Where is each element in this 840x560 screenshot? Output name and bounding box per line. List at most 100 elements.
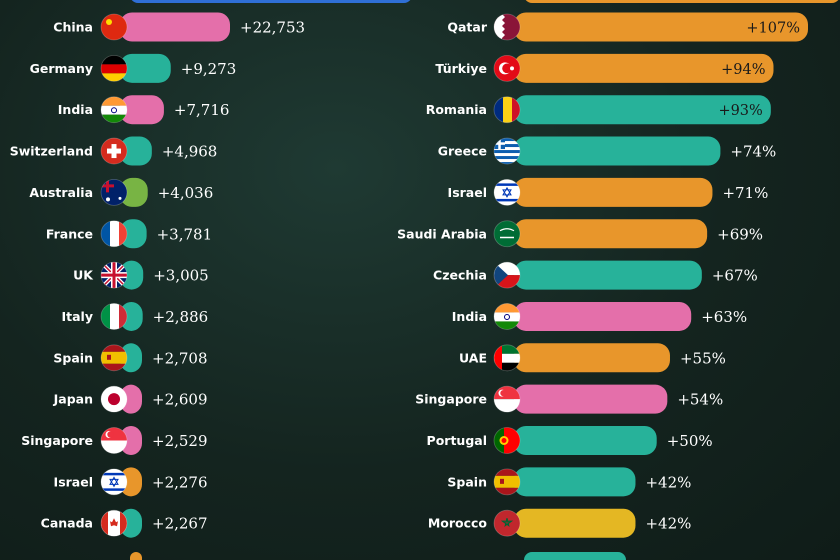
portugal-flag-icon — [494, 427, 520, 454]
value-label: +2,708 — [152, 349, 208, 367]
bar — [120, 301, 143, 331]
value-label: +93% — [718, 103, 762, 119]
bar — [120, 260, 144, 290]
flag-ring — [100, 468, 128, 496]
value-label: +107% — [746, 21, 800, 37]
canada-flag-icon — [101, 510, 127, 537]
bar — [120, 53, 171, 83]
category-label: Canada — [41, 516, 93, 531]
india-flag-icon — [101, 96, 127, 123]
bar — [120, 95, 164, 125]
flag-ring — [100, 54, 128, 82]
category-label: Singapore — [21, 433, 93, 448]
category-label: Japan — [53, 392, 93, 407]
category-label: UK — [73, 268, 94, 283]
value-label: +22,753 — [240, 19, 305, 37]
israel-flag-icon — [494, 179, 520, 206]
bar — [514, 219, 708, 249]
bar — [120, 467, 142, 497]
category-label: Spain — [447, 474, 487, 489]
bar — [514, 384, 668, 414]
category-label: Singapore — [415, 392, 487, 407]
cropped-bar-right-bottom — [524, 552, 626, 560]
flag-ring — [493, 220, 521, 248]
bar — [120, 136, 152, 166]
flag-ring — [493, 427, 521, 454]
israel-flag-icon — [101, 468, 127, 495]
bar — [514, 426, 657, 455]
qatar-flag-icon — [494, 14, 520, 40]
value-label: +2,267 — [152, 515, 208, 533]
flag-ring — [493, 303, 521, 330]
value-label: +2,276 — [152, 473, 208, 491]
value-label: +54% — [677, 391, 723, 409]
category-label: Saudi Arabia — [397, 226, 487, 241]
value-label: +3,005 — [153, 267, 209, 285]
cropped-bar-right — [525, 0, 839, 3]
category-label: Israel — [448, 185, 487, 200]
value-label: +42% — [645, 473, 691, 491]
flag-ring — [100, 261, 128, 289]
turkiye-flag-icon — [494, 55, 520, 82]
bar — [514, 95, 771, 125]
category-label: Türkiye — [435, 61, 487, 76]
singapore-flag-icon — [101, 427, 127, 454]
value-label: +3,781 — [157, 225, 213, 243]
cropped-bar-left-bottom — [130, 552, 142, 560]
flag-ring — [493, 468, 521, 496]
category-label: Portugal — [427, 433, 487, 448]
india-flag-icon — [494, 303, 520, 330]
japan-flag-icon — [101, 386, 127, 413]
bar — [514, 136, 721, 166]
category-label: India — [58, 102, 93, 117]
switzerland-flag-icon — [101, 138, 127, 165]
cropped-bar-left — [131, 0, 411, 3]
flag-ring — [493, 261, 521, 289]
bar — [514, 53, 774, 83]
flag-ring — [100, 509, 128, 537]
italy-flag-icon — [101, 303, 127, 330]
category-label: Germany — [30, 61, 93, 76]
category-label: Romania — [426, 102, 487, 117]
bar — [120, 343, 142, 373]
flag-ring — [100, 220, 128, 248]
category-label: China — [53, 20, 93, 35]
value-label: +74% — [730, 143, 776, 161]
bar — [514, 467, 636, 497]
spain-flag-icon — [494, 468, 520, 495]
category-label: Australia — [29, 185, 93, 200]
flag-ring — [493, 385, 521, 413]
bar — [120, 426, 142, 455]
bar — [514, 301, 692, 331]
category-label: France — [46, 226, 93, 241]
flag-ring — [493, 178, 521, 206]
category-label: UAE — [459, 350, 487, 365]
flag-ring — [100, 178, 128, 206]
value-label: +4,968 — [162, 143, 218, 161]
value-label: +2,886 — [153, 308, 209, 326]
flag-ring — [493, 13, 521, 41]
flag-ring — [100, 303, 128, 330]
category-label: Israel — [54, 474, 93, 489]
category-label: Morocco — [428, 516, 488, 531]
australia-flag-icon — [101, 179, 127, 206]
value-label: +42% — [645, 515, 691, 533]
flag-ring — [100, 96, 128, 124]
bar — [514, 508, 636, 538]
flag-ring — [100, 137, 128, 165]
category-label: Italy — [62, 309, 94, 324]
value-label: +7,716 — [174, 101, 230, 119]
bar — [120, 508, 142, 538]
flag-ring — [100, 385, 128, 413]
category-label: Greece — [438, 144, 487, 159]
value-label: +50% — [667, 432, 713, 450]
value-label: +67% — [712, 267, 758, 285]
flag-ring — [493, 96, 521, 124]
uae-flag-icon — [494, 344, 520, 371]
saudi-arabia-flag-icon — [494, 220, 520, 247]
singapore-flag-icon — [494, 386, 520, 413]
category-label: Spain — [53, 350, 93, 365]
germany-flag-icon — [101, 55, 127, 82]
romania-flag-icon — [494, 96, 520, 123]
